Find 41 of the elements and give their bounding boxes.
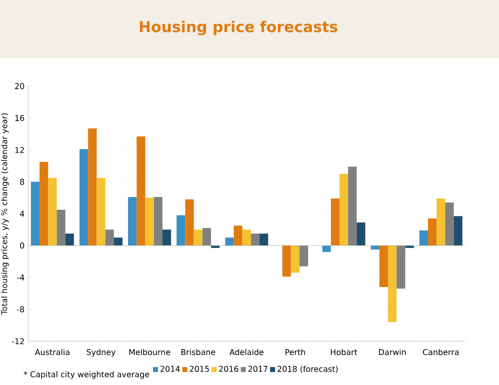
bar xyxy=(185,199,194,246)
chart-title: Housing price forecasts xyxy=(140,20,338,36)
bar xyxy=(154,196,162,246)
bar xyxy=(176,215,186,246)
bar xyxy=(114,238,122,246)
bar xyxy=(330,198,340,246)
bar xyxy=(194,230,202,246)
bar xyxy=(65,234,74,246)
bar xyxy=(105,230,114,246)
bar xyxy=(30,182,40,246)
bar xyxy=(250,234,260,246)
bar xyxy=(322,246,331,252)
bar xyxy=(128,196,137,246)
bar xyxy=(348,166,357,246)
bar xyxy=(79,149,88,246)
bar xyxy=(282,246,291,277)
bar xyxy=(40,162,48,246)
bar xyxy=(379,246,388,287)
bar xyxy=(454,216,462,246)
bar xyxy=(419,230,428,246)
bar xyxy=(136,136,146,246)
bar xyxy=(260,234,268,246)
bar xyxy=(56,210,66,246)
bar xyxy=(339,174,348,246)
bar xyxy=(48,178,57,246)
bar xyxy=(396,246,406,289)
bar xyxy=(436,198,446,246)
bar xyxy=(428,218,437,246)
bar xyxy=(88,128,97,246)
bar xyxy=(242,230,251,246)
bar xyxy=(300,246,308,266)
bar xyxy=(290,246,300,273)
bar xyxy=(445,202,454,246)
bar xyxy=(145,198,154,246)
bar xyxy=(388,246,397,322)
bar xyxy=(96,178,106,246)
bar xyxy=(225,238,234,246)
bar xyxy=(162,230,172,246)
bar xyxy=(234,226,242,246)
bar xyxy=(202,228,212,246)
bar xyxy=(356,222,366,246)
